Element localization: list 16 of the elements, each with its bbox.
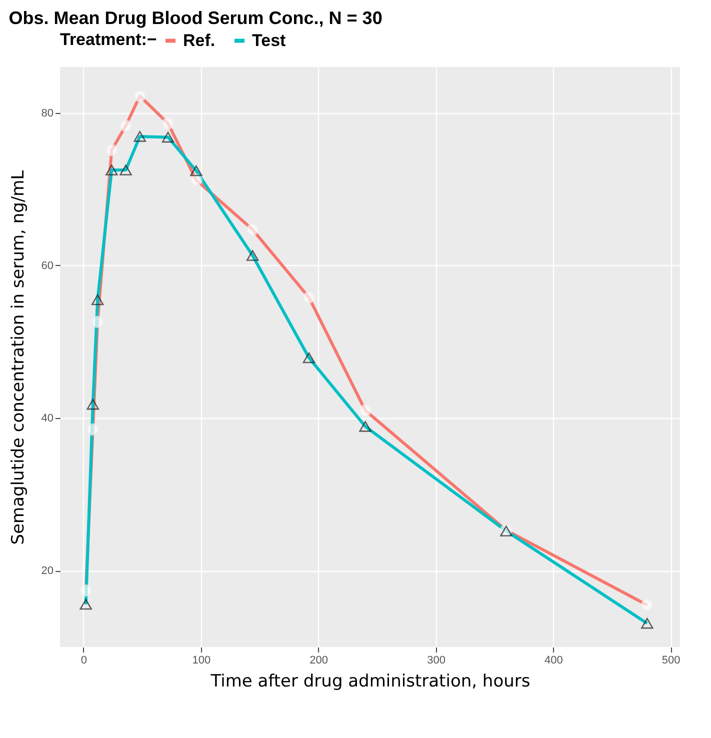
x-tick-label: 200 xyxy=(310,654,328,666)
x-tick-label: 0 xyxy=(80,654,88,666)
y-tick-label: 40 xyxy=(41,412,54,425)
x-axis-title: Time after drug administration, hours xyxy=(210,672,530,692)
legend-title: Treatment:− xyxy=(60,30,157,49)
legend-label: Ref. xyxy=(183,30,216,50)
y-tick-label: 60 xyxy=(41,260,54,272)
y-axis-title: Semaglutide concentration in serum, ng/mL xyxy=(8,170,28,545)
y-tick-label: 80 xyxy=(41,107,54,120)
x-tick-label: 100 xyxy=(192,654,211,666)
x-tick-label: 400 xyxy=(544,654,563,666)
x-tick-label: 300 xyxy=(427,654,446,666)
chart-title: Obs. Mean Drug Blood Serum Conc., N = 30 xyxy=(8,8,382,28)
y-tick-label: 20 xyxy=(41,565,54,578)
x-tick-label: 500 xyxy=(662,654,680,666)
legend-label: Test xyxy=(252,30,286,50)
